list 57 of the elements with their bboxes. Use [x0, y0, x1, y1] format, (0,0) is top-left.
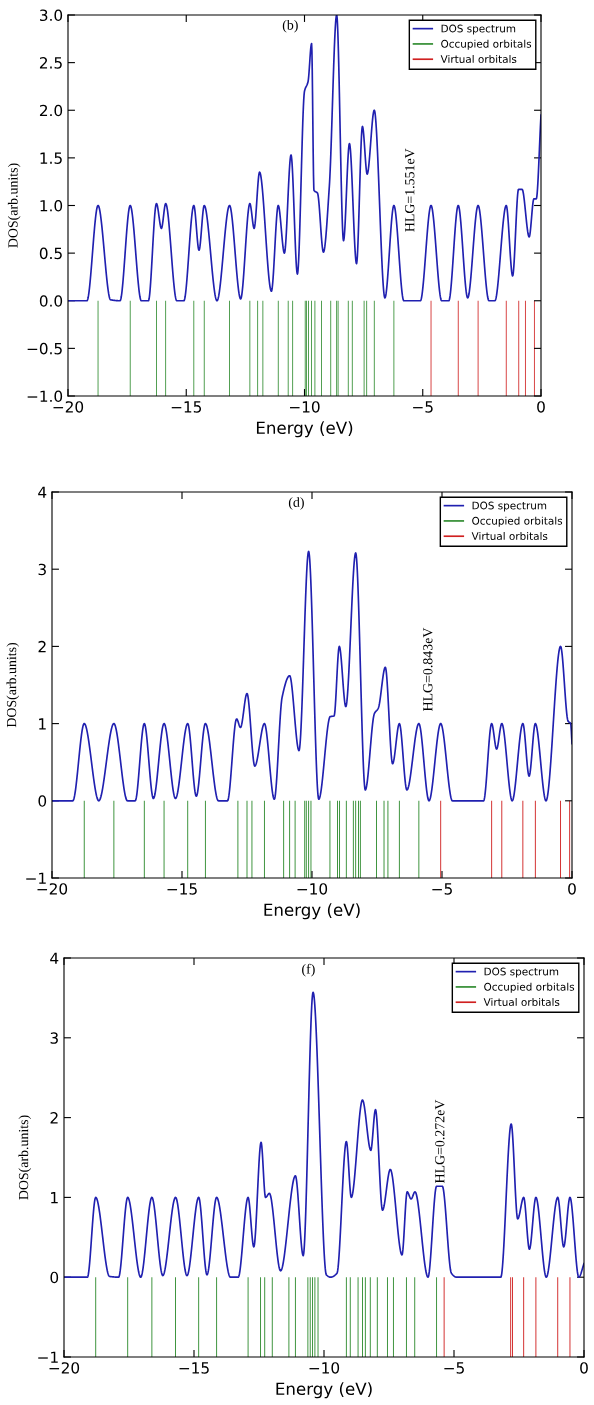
y-axis-title: DOS(arb.units)	[18, 1115, 32, 1200]
y-tick-label: 1.0	[40, 199, 63, 212]
x-tick-label: −5	[413, 401, 433, 413]
y-tick-label: −0.5	[27, 342, 62, 355]
y-tick-label: 3.0	[40, 9, 63, 22]
legend-label: DOS spectrum	[484, 967, 559, 978]
legend-label: Virtual orbitals	[483, 997, 560, 1007]
y-tick-label: −1	[38, 1351, 58, 1363]
annotation: HLG=1.551eV	[405, 148, 415, 232]
y-tick-label: −1	[26, 872, 46, 884]
y-tick-label: 2.0	[39, 104, 63, 117]
chart-title: (d)	[288, 497, 304, 510]
y-tick-label: 1	[39, 718, 46, 730]
x-tick-label: 0	[580, 1362, 588, 1374]
x-tick-label: −10	[309, 1362, 340, 1374]
y-tick-label: 1	[51, 1192, 58, 1204]
x-tick-label: −20	[49, 1362, 80, 1374]
legend-label: Occupied orbitals	[484, 982, 575, 993]
x-tick-label: −15	[171, 401, 202, 413]
legend-label: Virtual orbitals	[471, 531, 548, 541]
chart-title: (b)	[282, 19, 298, 33]
y-axis-title: DOS(arb.units)	[6, 642, 20, 728]
x-axis-title: Energy (eV)	[264, 903, 360, 920]
x-tick-label: −20	[37, 883, 68, 895]
y-tick-label: −1.0	[27, 390, 63, 403]
y-tick-label: 2.5	[39, 57, 62, 69]
chart-title: (f)	[302, 963, 315, 977]
y-tick-label: 0.5	[39, 247, 62, 260]
x-tick-label: −10	[297, 883, 328, 895]
legend-label: DOS spectrum	[441, 24, 516, 35]
annotation: HLG=0.843eV	[423, 627, 433, 712]
x-axis-title: Energy (eV)	[256, 421, 353, 438]
legend-label: Virtual orbitals	[440, 54, 517, 64]
y-tick-label: 3	[38, 563, 46, 576]
x-tick-label: −5	[432, 883, 452, 895]
y-tick-label: 2	[50, 1112, 58, 1124]
y-tick-label: 0	[38, 795, 47, 807]
y-tick-label: 3	[50, 1032, 58, 1044]
y-tick-label: 4	[50, 952, 59, 964]
x-tick-label: −15	[167, 883, 197, 895]
y-tick-label: 4	[38, 486, 47, 498]
y-tick-label: 0.0	[39, 295, 63, 307]
x-tick-label: 0	[568, 883, 576, 895]
x-axis-title: Energy (eV)	[276, 1382, 372, 1399]
annotation: HLG=0.272eV	[435, 1099, 445, 1184]
y-tick-label: 1.5	[40, 152, 62, 164]
x-tick-label: −5	[444, 1362, 464, 1374]
y-axis-title: DOS(arb.units)	[7, 163, 21, 248]
y-tick-label: 2	[38, 640, 46, 653]
x-tick-label: −20	[53, 401, 84, 413]
y-tick-label: 0	[50, 1271, 59, 1284]
x-tick-label: −15	[179, 1362, 209, 1374]
legend-label: Occupied orbitals	[441, 39, 532, 50]
legend-label: DOS spectrum	[472, 501, 547, 512]
x-tick-label: 0	[537, 401, 545, 413]
legend-label: Occupied orbitals	[472, 516, 563, 527]
x-tick-label: −10	[290, 401, 320, 413]
